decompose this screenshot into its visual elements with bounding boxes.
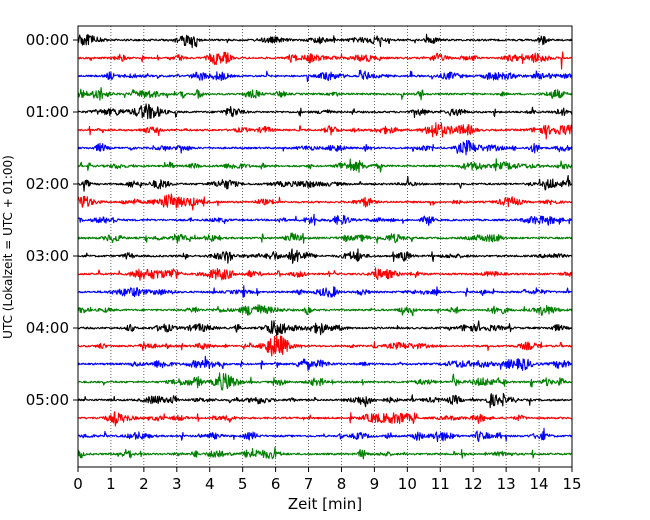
y-tick-label: 04:00 bbox=[26, 319, 69, 337]
x-tick-label: 13 bbox=[497, 475, 516, 493]
trace-0545 bbox=[77, 446, 573, 460]
trace-0045 bbox=[77, 86, 573, 101]
x-tick-label: 3 bbox=[172, 475, 182, 493]
x-tick-label: 10 bbox=[398, 475, 417, 493]
trace-0345 bbox=[77, 304, 573, 317]
y-tick-label: 00:00 bbox=[26, 31, 69, 49]
x-tick-label: 12 bbox=[464, 475, 483, 493]
trace-0015 bbox=[77, 51, 573, 70]
y-tick-label: 03:00 bbox=[26, 247, 69, 265]
trace-0400 bbox=[77, 320, 573, 337]
trace-0515 bbox=[77, 411, 573, 427]
x-tick-label: 2 bbox=[139, 475, 149, 493]
x-tick-label: 5 bbox=[238, 475, 248, 493]
x-tick-label: 6 bbox=[271, 475, 281, 493]
y-tick-label: 02:00 bbox=[26, 175, 69, 193]
trace-0115 bbox=[77, 122, 573, 140]
trace-0315 bbox=[77, 267, 573, 281]
x-tick-label: 9 bbox=[370, 475, 380, 493]
x-tick-label: 4 bbox=[205, 475, 215, 493]
trace-0530 bbox=[77, 427, 573, 443]
trace-0300 bbox=[77, 248, 573, 264]
x-axis: 0 1 2 3 4 5 6 7 8 9 10 11 12 13 14 15 bbox=[73, 467, 582, 493]
trace-0500 bbox=[77, 392, 573, 409]
y-axis: 00:00 01:00 02:00 03:00 04:00 05:00 bbox=[26, 31, 78, 409]
trace-0030 bbox=[77, 69, 573, 83]
trace-group bbox=[77, 33, 573, 460]
plot-frame bbox=[77, 25, 573, 468]
x-axis-label: Zeit [min] bbox=[288, 495, 362, 513]
y-axis-label: UTC (Lokalzeit = UTC + 01:00) bbox=[1, 155, 15, 339]
x-tick-label: 8 bbox=[337, 475, 347, 493]
trace-0200 bbox=[77, 174, 573, 192]
trace-0145 bbox=[77, 158, 573, 173]
trace-0130 bbox=[77, 139, 573, 156]
trace-0000 bbox=[77, 33, 573, 49]
trace-0100 bbox=[77, 103, 573, 120]
x-tick-label: 0 bbox=[73, 475, 83, 493]
trace-0215 bbox=[77, 193, 573, 211]
trace-0445 bbox=[77, 372, 573, 391]
trace-0415 bbox=[77, 335, 573, 357]
x-tick-label: 7 bbox=[304, 475, 314, 493]
x-tick-label: 15 bbox=[562, 475, 581, 493]
x-tick-label: 11 bbox=[431, 475, 450, 493]
trace-0430 bbox=[77, 355, 573, 371]
trace-0230 bbox=[77, 213, 573, 226]
x-tick-label: 1 bbox=[106, 475, 116, 493]
trace-0245 bbox=[77, 232, 573, 244]
trace-0330 bbox=[77, 285, 573, 298]
x-tick-label: 14 bbox=[530, 475, 549, 493]
y-tick-label: 01:00 bbox=[26, 103, 69, 121]
y-tick-label: 05:00 bbox=[26, 391, 69, 409]
